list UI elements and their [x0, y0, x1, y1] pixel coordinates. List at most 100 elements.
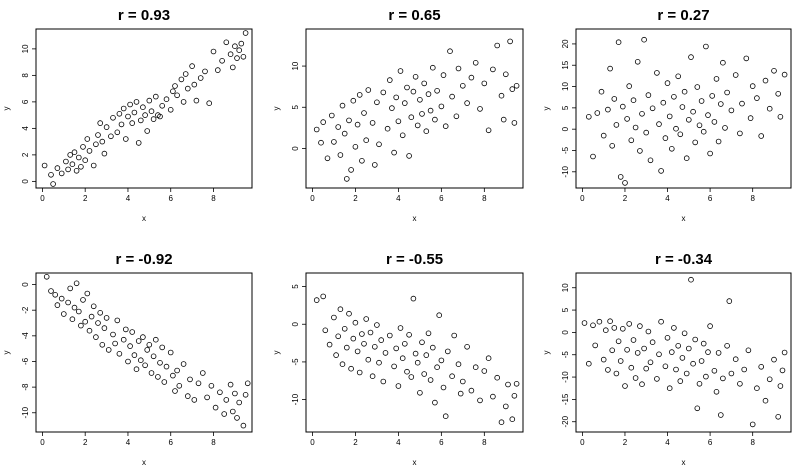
data-point — [110, 115, 116, 121]
data-point — [494, 42, 501, 49]
x-axis-label: x — [142, 458, 146, 467]
data-point — [639, 381, 645, 388]
data-point — [163, 363, 170, 370]
data-point — [378, 337, 385, 343]
x-tick-label: 4 — [396, 194, 401, 203]
x-tick-label: 4 — [396, 438, 401, 447]
data-point — [215, 67, 221, 73]
data-point — [172, 83, 178, 89]
data-point — [167, 349, 174, 356]
data-point — [384, 125, 391, 132]
data-point — [313, 126, 320, 133]
data-point — [406, 331, 412, 338]
data-point — [459, 378, 466, 385]
y-tick-label: -5 — [561, 146, 570, 154]
data-point — [150, 116, 157, 122]
y-tick-label: -10 — [21, 406, 30, 418]
chart-title: r = -0.34 — [655, 251, 713, 268]
y-tick-label: 8 — [21, 73, 30, 78]
scatter-panel-6: r = -0.34 0 2 4 6 8 -20 -15 -10 -5 0 5 10 x y — [542, 251, 792, 467]
data-point — [643, 365, 649, 372]
data-point — [54, 302, 61, 308]
data-point — [371, 162, 378, 168]
data-point — [78, 322, 84, 329]
data-point — [178, 76, 185, 83]
data-point — [374, 322, 380, 328]
data-point — [429, 64, 436, 71]
x-axis-label: x — [413, 458, 417, 467]
data-point — [717, 101, 724, 107]
y-tick-label: -6 — [21, 357, 30, 365]
data-point — [341, 325, 348, 332]
data-point — [455, 361, 462, 368]
data-point — [613, 370, 620, 377]
data-point — [696, 122, 703, 129]
data-point — [457, 390, 464, 397]
x-tick-label: 6 — [169, 194, 174, 203]
x-tick-label: 8 — [211, 194, 216, 203]
data-point — [346, 117, 352, 124]
data-point — [707, 150, 713, 157]
data-point — [628, 137, 635, 144]
data-point — [717, 412, 724, 418]
data-point — [728, 370, 735, 377]
x-tick-label: 8 — [750, 438, 755, 447]
data-point — [720, 59, 726, 66]
data-point — [103, 124, 110, 130]
data-point — [331, 139, 337, 145]
data-point — [649, 105, 656, 112]
x-tick-label: 4 — [665, 438, 670, 447]
data-point — [135, 140, 142, 146]
data-point — [472, 364, 479, 371]
data-point — [711, 119, 718, 125]
data-point — [140, 334, 146, 340]
data-point — [602, 327, 609, 334]
data-point — [43, 273, 50, 280]
data-point — [624, 346, 630, 353]
data-point — [585, 114, 592, 120]
data-point — [732, 72, 739, 78]
data-point — [703, 43, 709, 50]
data-point — [700, 340, 707, 347]
data-point — [67, 152, 73, 158]
data-point — [170, 372, 176, 379]
data-point — [129, 120, 136, 126]
data-point — [356, 92, 363, 98]
y-tick-label: 20 — [561, 39, 570, 48]
data-point — [376, 359, 382, 366]
data-point — [324, 155, 331, 162]
data-point — [391, 363, 397, 370]
data-point — [664, 334, 671, 341]
data-point — [206, 100, 213, 106]
data-point — [148, 108, 155, 114]
data-point — [513, 83, 520, 89]
data-point — [683, 155, 690, 162]
x-tick-label: 8 — [750, 194, 755, 203]
data-point — [732, 356, 739, 363]
data-point — [609, 143, 615, 149]
data-point — [671, 325, 677, 331]
data-point — [658, 318, 664, 325]
data-point — [140, 104, 146, 110]
data-point — [221, 411, 228, 417]
data-point — [95, 132, 101, 138]
data-point — [105, 347, 112, 353]
x-tick-label: 0 — [40, 438, 45, 447]
y-tick-label: -15 — [561, 393, 570, 405]
x-tick-label: 2 — [353, 194, 358, 203]
data-point — [112, 340, 118, 347]
plot-frame — [35, 272, 253, 433]
data-point — [440, 72, 447, 78]
scatter-panel-4: r = -0.92 0 2 4 6 8 -10 -8 -6 -4 -2 0 x y — [2, 251, 253, 467]
data-point — [180, 99, 187, 105]
data-point — [395, 383, 402, 389]
data-point — [236, 399, 243, 406]
data-point — [432, 399, 438, 406]
data-point — [666, 385, 673, 392]
data-point — [240, 53, 247, 60]
data-point — [116, 111, 123, 117]
data-point — [406, 153, 412, 159]
data-point — [594, 110, 601, 116]
data-point — [230, 64, 236, 71]
data-point — [146, 341, 153, 348]
